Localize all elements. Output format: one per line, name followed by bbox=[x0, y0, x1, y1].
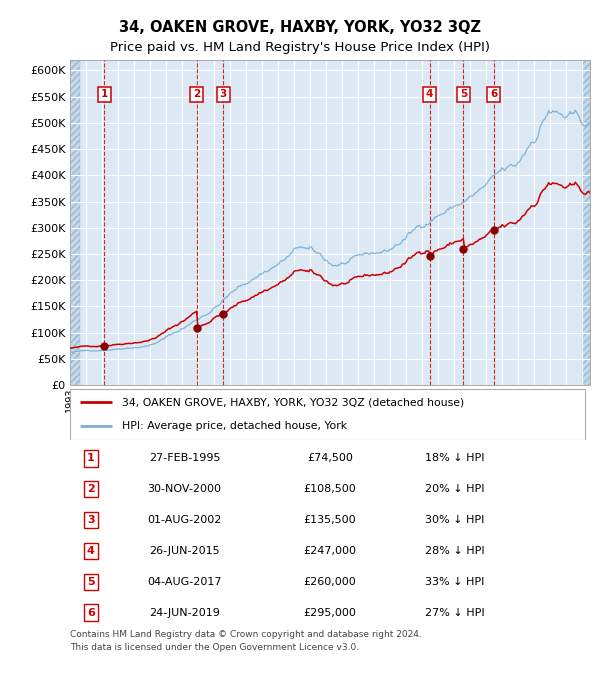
Text: 4: 4 bbox=[87, 546, 95, 556]
Text: 01-AUG-2002: 01-AUG-2002 bbox=[147, 515, 221, 525]
Text: HPI: Average price, detached house, York: HPI: Average price, detached house, York bbox=[122, 421, 347, 431]
Text: 28% ↓ HPI: 28% ↓ HPI bbox=[425, 546, 485, 556]
Text: 5: 5 bbox=[87, 577, 95, 587]
Text: £295,000: £295,000 bbox=[304, 608, 356, 617]
Text: 1: 1 bbox=[87, 454, 95, 463]
Text: 1: 1 bbox=[101, 89, 108, 99]
Text: 20% ↓ HPI: 20% ↓ HPI bbox=[425, 484, 485, 494]
Text: 3: 3 bbox=[220, 89, 227, 99]
Text: 2: 2 bbox=[193, 89, 200, 99]
Text: Price paid vs. HM Land Registry's House Price Index (HPI): Price paid vs. HM Land Registry's House … bbox=[110, 41, 490, 54]
Bar bbox=[582, 60, 590, 385]
Bar bbox=[70, 60, 80, 385]
Text: 5: 5 bbox=[460, 89, 467, 99]
Text: 3: 3 bbox=[87, 515, 95, 525]
Text: £260,000: £260,000 bbox=[304, 577, 356, 587]
Text: 33% ↓ HPI: 33% ↓ HPI bbox=[425, 577, 484, 587]
Text: £74,500: £74,500 bbox=[307, 454, 353, 463]
Text: £108,500: £108,500 bbox=[304, 484, 356, 494]
Text: 2: 2 bbox=[87, 484, 95, 494]
Text: 30-NOV-2000: 30-NOV-2000 bbox=[148, 484, 221, 494]
FancyBboxPatch shape bbox=[70, 388, 585, 440]
Text: 27-FEB-1995: 27-FEB-1995 bbox=[149, 454, 220, 463]
Text: 18% ↓ HPI: 18% ↓ HPI bbox=[425, 454, 485, 463]
Text: £135,500: £135,500 bbox=[304, 515, 356, 525]
Text: 04-AUG-2017: 04-AUG-2017 bbox=[147, 577, 221, 587]
Text: 27% ↓ HPI: 27% ↓ HPI bbox=[425, 608, 485, 617]
Text: 34, OAKEN GROVE, HAXBY, YORK, YO32 3QZ: 34, OAKEN GROVE, HAXBY, YORK, YO32 3QZ bbox=[119, 20, 481, 35]
Text: 34, OAKEN GROVE, HAXBY, YORK, YO32 3QZ (detached house): 34, OAKEN GROVE, HAXBY, YORK, YO32 3QZ (… bbox=[122, 397, 464, 407]
Text: 6: 6 bbox=[87, 608, 95, 617]
Text: 6: 6 bbox=[490, 89, 497, 99]
Text: 26-JUN-2015: 26-JUN-2015 bbox=[149, 546, 220, 556]
Text: £247,000: £247,000 bbox=[304, 546, 356, 556]
Text: Contains HM Land Registry data © Crown copyright and database right 2024.
This d: Contains HM Land Registry data © Crown c… bbox=[70, 630, 422, 651]
Text: 24-JUN-2019: 24-JUN-2019 bbox=[149, 608, 220, 617]
Text: 4: 4 bbox=[426, 89, 433, 99]
Text: 30% ↓ HPI: 30% ↓ HPI bbox=[425, 515, 484, 525]
